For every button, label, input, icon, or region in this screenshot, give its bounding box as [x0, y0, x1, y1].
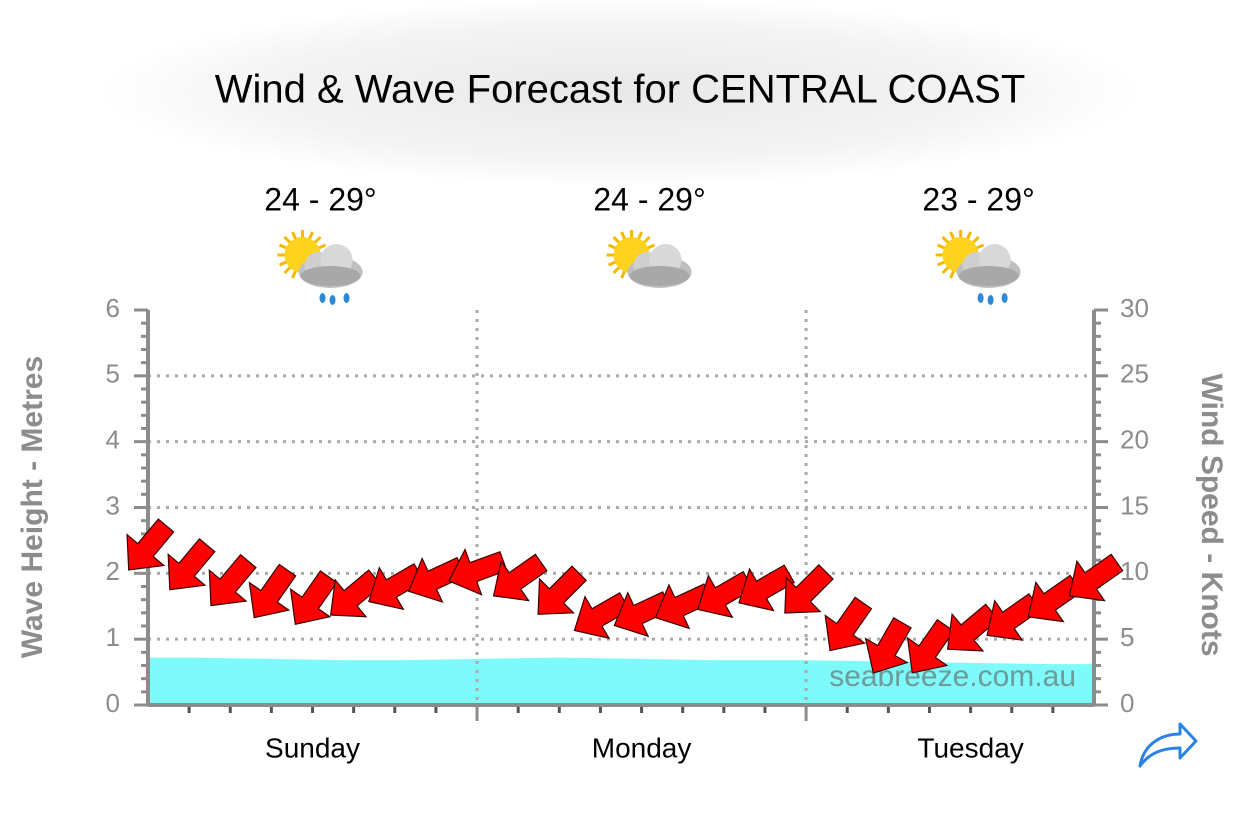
wind-arrow [784, 564, 834, 614]
wind-arrow [167, 538, 216, 591]
wind-arrow [824, 596, 873, 652]
y-tick-label: 6 [106, 293, 120, 323]
wind-arrow [448, 548, 508, 596]
wind-arrow [126, 518, 175, 571]
y2-tick-label: 0 [1120, 688, 1134, 718]
wind-arrow [492, 553, 548, 602]
temperature: 24 - 29° [593, 181, 705, 217]
wind-arrow [864, 616, 912, 674]
y-tick-label: 0 [106, 688, 120, 718]
share-button[interactable] [1138, 722, 1198, 768]
y-axis-label: Wave Height - Metres [16, 356, 49, 658]
day-label: Sunday [265, 732, 360, 763]
header-background [100, 0, 1140, 187]
wind-arrow [329, 569, 383, 618]
weather-icon [276, 228, 365, 305]
wind-arrow [1068, 553, 1124, 602]
wind-arrow [738, 564, 796, 612]
chart-title: Wind & Wave Forecast for CENTRAL COAST [215, 68, 1026, 112]
y2-tick-label: 30 [1120, 293, 1149, 323]
temperature: 23 - 29° [922, 181, 1034, 217]
wind-arrow [248, 563, 297, 619]
weather-icon-body [934, 228, 1023, 290]
wave-area [148, 657, 1094, 705]
day-label: Monday [592, 732, 692, 763]
day-label: Tuesday [917, 732, 1023, 763]
weather-icon [605, 228, 694, 290]
y2-tick-label: 25 [1120, 359, 1149, 389]
weather-icon-rain [319, 293, 350, 305]
weather-icon-body [276, 228, 365, 290]
y2-tick-label: 15 [1120, 490, 1149, 520]
wind-arrow [906, 618, 955, 674]
wind-arrow [208, 553, 257, 607]
y2-axis-label: Wind Speed - Knots [1195, 373, 1228, 656]
temperature: 24 - 29° [264, 181, 376, 217]
y2-tick-label: 20 [1120, 425, 1149, 455]
watermark: seabreeze.com.au [829, 660, 1076, 693]
y-tick-label: 4 [106, 425, 120, 455]
wind-arrow [289, 570, 338, 625]
y2-tick-label: 10 [1120, 556, 1149, 586]
y-tick-label: 5 [106, 359, 120, 389]
weather-icon-body [605, 228, 694, 290]
weather-icon-rain [977, 293, 1008, 305]
share-icon[interactable] [1138, 722, 1198, 768]
y2-tick-label: 5 [1120, 622, 1134, 652]
y-tick-label: 3 [106, 490, 120, 520]
wind-arrow [537, 565, 588, 615]
weather-icon [934, 228, 1023, 305]
y-tick-label: 2 [106, 556, 120, 586]
y-tick-label: 1 [106, 622, 120, 652]
